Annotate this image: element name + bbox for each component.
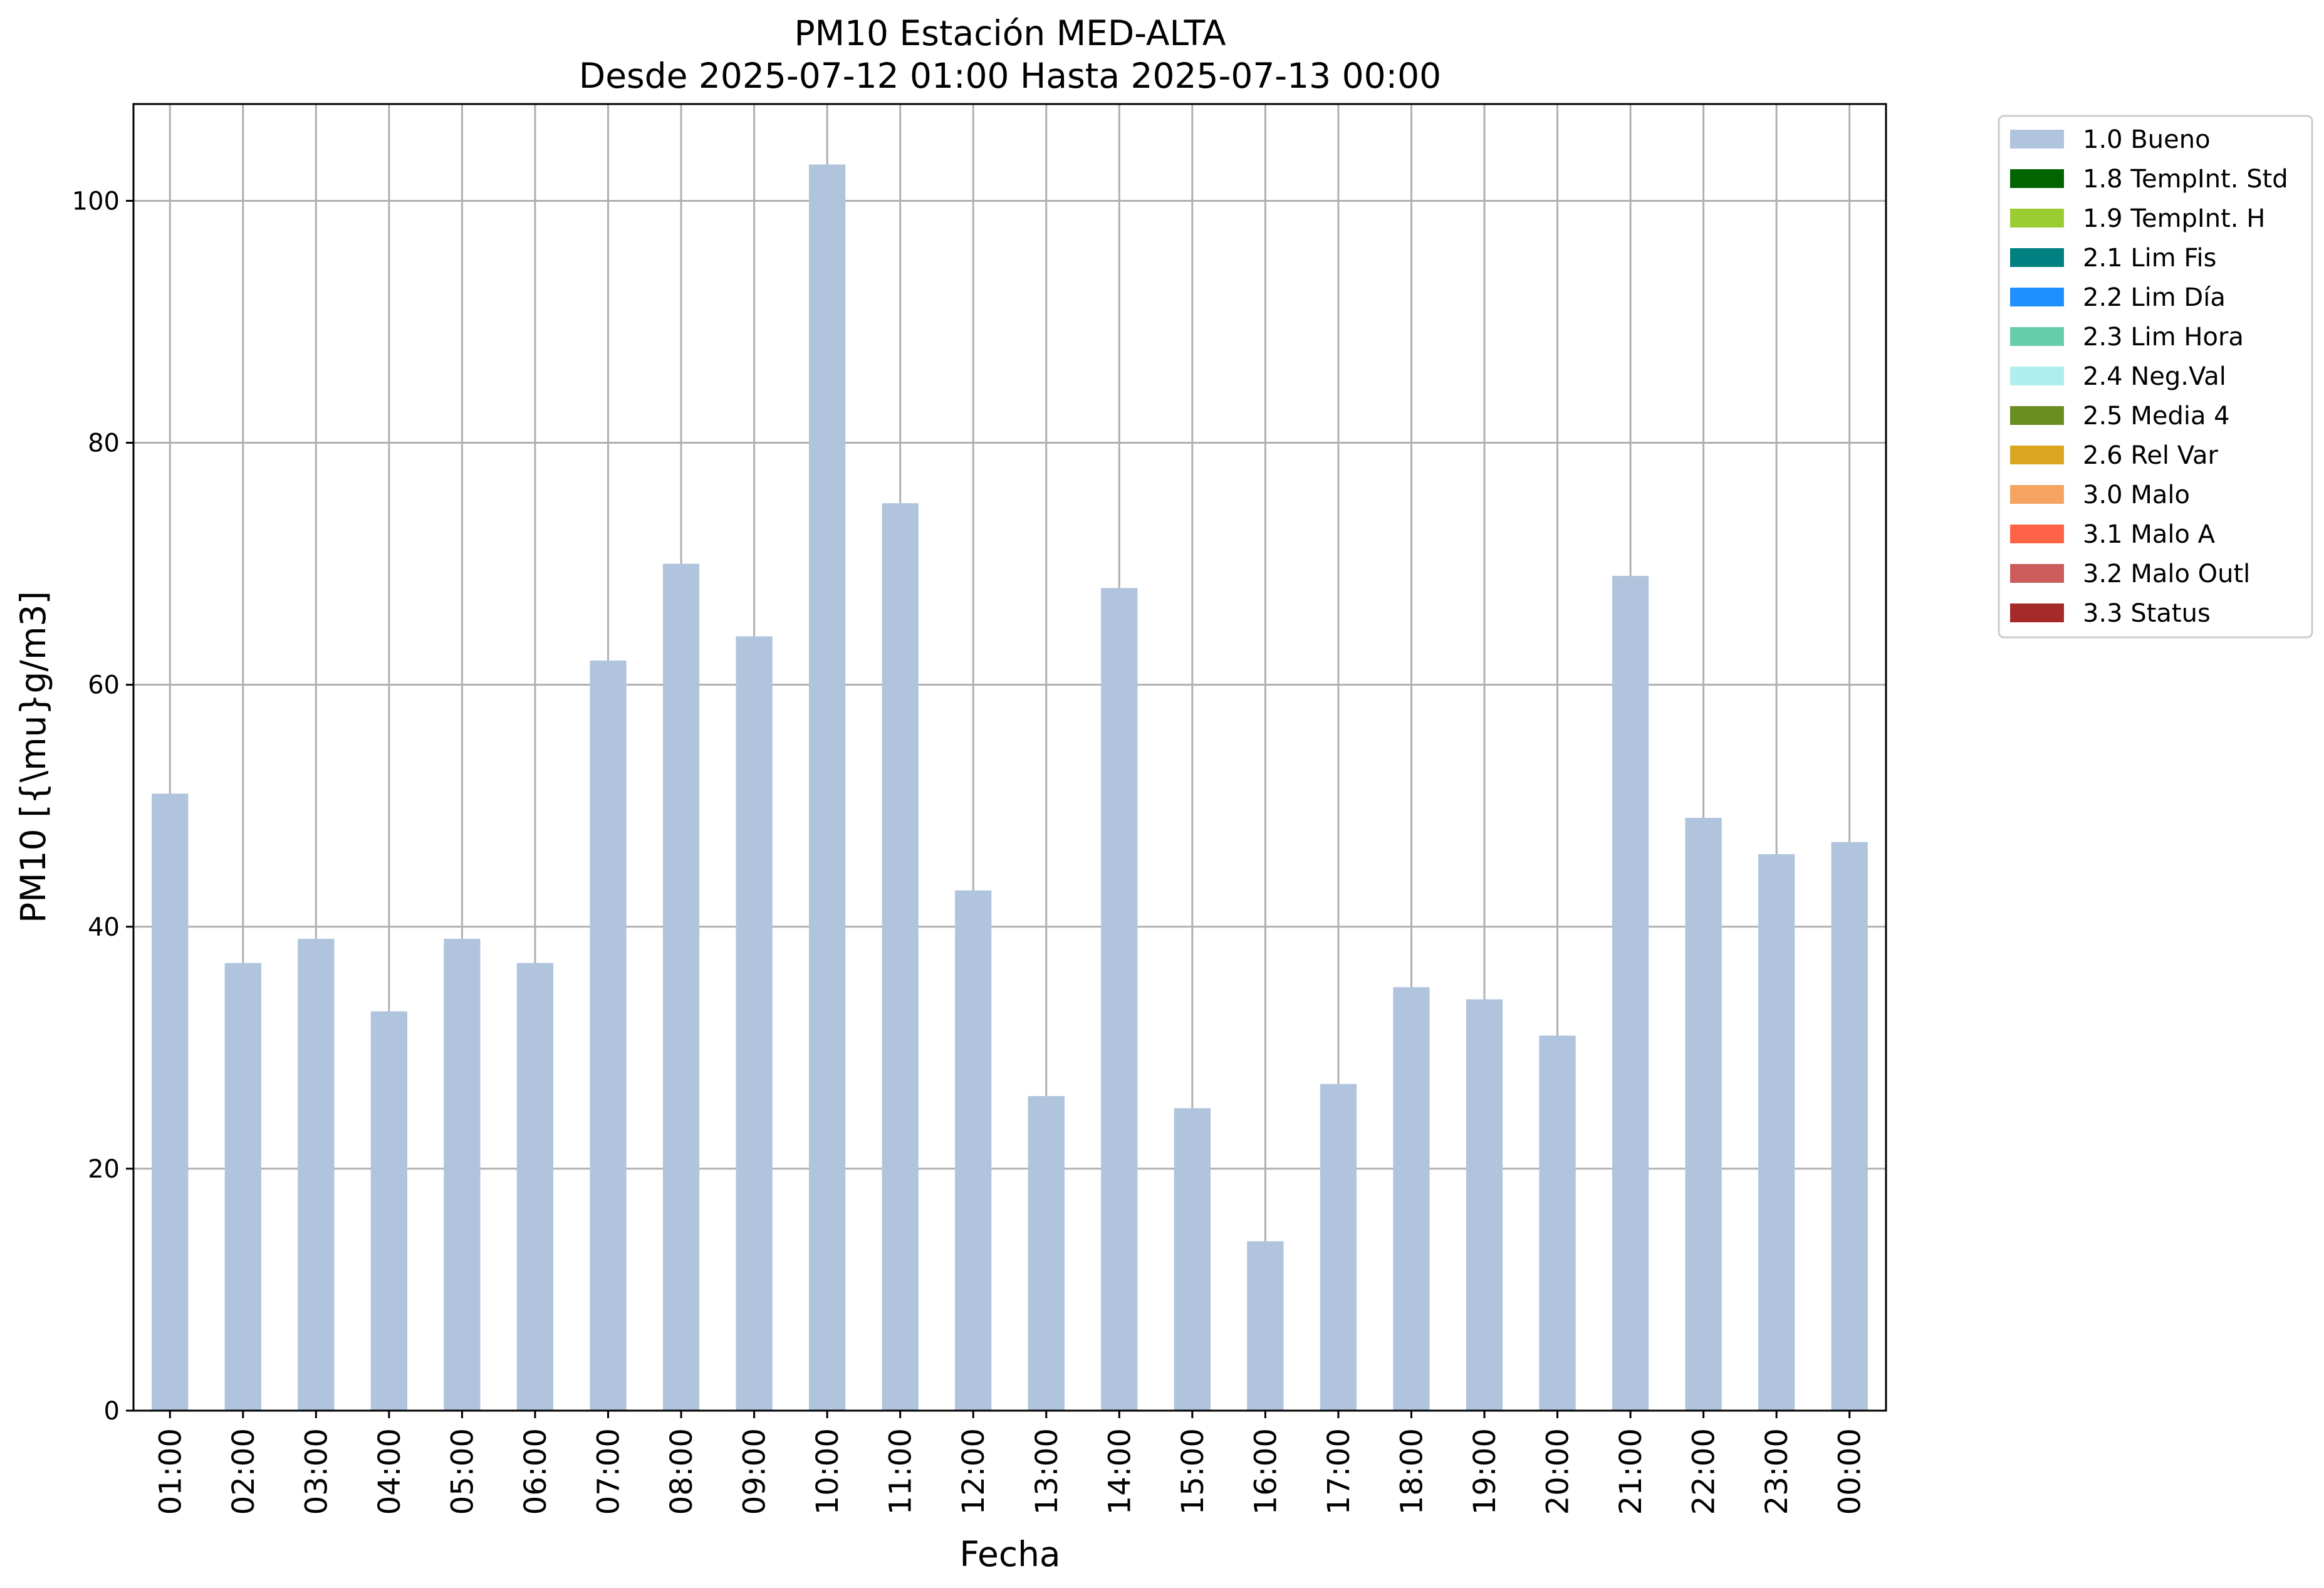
bar-0300 [298, 939, 335, 1411]
bar-1800 [1393, 987, 1430, 1411]
legend-swatch [2010, 327, 2064, 346]
legend-swatch [2010, 288, 2064, 306]
bar-0100 [152, 793, 189, 1411]
bar-1000 [809, 164, 846, 1411]
x-tick-label: 11:00 [883, 1428, 919, 1515]
bar-0200 [224, 963, 261, 1411]
bar-1100 [882, 503, 919, 1411]
bar-2000 [1539, 1035, 1576, 1411]
legend-swatch [2010, 169, 2064, 188]
x-axis: 01:00 02:00 03:00 04:00 05:00 06:00 07:00 08:00… [153, 1411, 1868, 1515]
x-tick-label: 18:00 [1394, 1428, 1429, 1515]
bar-0900 [736, 636, 773, 1411]
x-tick-label: 23:00 [1759, 1428, 1795, 1515]
legend-label: 1.0 Bueno [2083, 125, 2211, 154]
x-tick-label: 06:00 [518, 1428, 553, 1515]
x-axis-label: Fecha [959, 1534, 1060, 1574]
bar-1500 [1174, 1108, 1211, 1411]
y-tick-label: 60 [88, 671, 120, 700]
bar-0800 [662, 563, 700, 1411]
legend-swatch [2010, 367, 2064, 385]
y-tick-label: 40 [88, 913, 120, 942]
bar-1400 [1101, 588, 1138, 1411]
x-tick-label: 12:00 [956, 1428, 991, 1515]
bar-0500 [444, 939, 481, 1411]
x-tick-label: 02:00 [226, 1428, 261, 1515]
y-tick-label: 0 [104, 1397, 120, 1426]
x-tick-label: 07:00 [591, 1428, 627, 1515]
bar-2300 [1758, 854, 1795, 1411]
x-tick-label: 00:00 [1833, 1428, 1868, 1515]
bar-1700 [1320, 1084, 1357, 1411]
chart-subtitle: Desde 2025-07-12 01:00 Hasta 2025-07-13 … [579, 56, 1441, 96]
x-tick-label: 05:00 [445, 1428, 480, 1515]
legend-swatch [2010, 485, 2064, 504]
legend-swatch [2010, 209, 2064, 227]
legend-swatch [2010, 603, 2064, 622]
x-tick-label: 22:00 [1687, 1428, 1722, 1515]
legend-label: 2.1 Lim Fis [2083, 244, 2216, 273]
bar-0600 [516, 963, 554, 1411]
x-tick-label: 16:00 [1248, 1428, 1283, 1515]
legend-label: 3.1 Malo A [2083, 520, 2216, 549]
legend-swatch [2010, 525, 2064, 543]
bar-0400 [370, 1011, 408, 1411]
x-tick-label: 15:00 [1175, 1428, 1211, 1515]
x-tick-label: 08:00 [664, 1428, 699, 1515]
bar-0700 [590, 661, 627, 1411]
y-axis: 0 20 40 60 80 100 [72, 187, 133, 1426]
bar-1300 [1028, 1096, 1065, 1411]
bar-1900 [1466, 999, 1503, 1411]
bar-1200 [955, 890, 992, 1411]
y-tick-label: 20 [88, 1155, 120, 1184]
bar-2200 [1685, 818, 1722, 1411]
legend-swatch [2010, 130, 2064, 149]
legend-label: 1.8 TempInt. Std [2083, 165, 2288, 194]
legend: 1.0 Bueno 1.8 TempInt. Std 1.9 TempInt. H 2… [1998, 115, 2313, 639]
legend-label: 2.3 Lim Hora [2083, 323, 2244, 352]
legend-swatch [2010, 564, 2064, 583]
bars [152, 164, 1868, 1411]
x-tick-label: 04:00 [372, 1428, 407, 1515]
y-axis-label: PM10 [{\mu}g/m3] [13, 591, 53, 923]
bar-0000 [1831, 842, 1868, 1411]
legend-swatch [2010, 446, 2064, 464]
y-tick-label: 80 [88, 429, 120, 458]
legend-label: 3.0 Malo [2083, 481, 2190, 509]
x-tick-label: 09:00 [737, 1428, 773, 1515]
legend-label: 1.9 TempInt. H [2083, 204, 2265, 233]
x-tick-label: 10:00 [810, 1428, 845, 1515]
legend-label: 2.6 Rel Var [2083, 441, 2219, 470]
legend-label: 2.5 Media 4 [2083, 402, 2230, 431]
bar-1600 [1247, 1241, 1284, 1411]
y-tick-label: 100 [72, 187, 120, 216]
x-tick-label: 01:00 [153, 1428, 188, 1515]
legend-label: 3.3 Status [2083, 599, 2211, 628]
x-tick-label: 20:00 [1541, 1428, 1576, 1515]
x-tick-label: 21:00 [1613, 1428, 1649, 1515]
legend-label: 2.2 Lim Día [2083, 283, 2226, 312]
x-tick-label: 19:00 [1467, 1428, 1503, 1515]
legend-label: 3.2 Malo Outl [2083, 560, 2250, 588]
chart-title: PM10 Estación MED-ALTA [794, 13, 1226, 53]
plot-area-frame [132, 103, 1887, 1412]
x-tick-label: 14:00 [1102, 1428, 1137, 1515]
legend-box [1998, 115, 2313, 639]
x-tick-label: 13:00 [1029, 1428, 1065, 1515]
legend-label: 2.4 Neg.Val [2083, 362, 2226, 391]
bar-2100 [1612, 575, 1649, 1411]
x-tick-label: 03:00 [299, 1428, 334, 1515]
legend-swatch [2010, 406, 2064, 425]
x-tick-label: 17:00 [1321, 1428, 1357, 1515]
legend-swatch [2010, 248, 2064, 267]
